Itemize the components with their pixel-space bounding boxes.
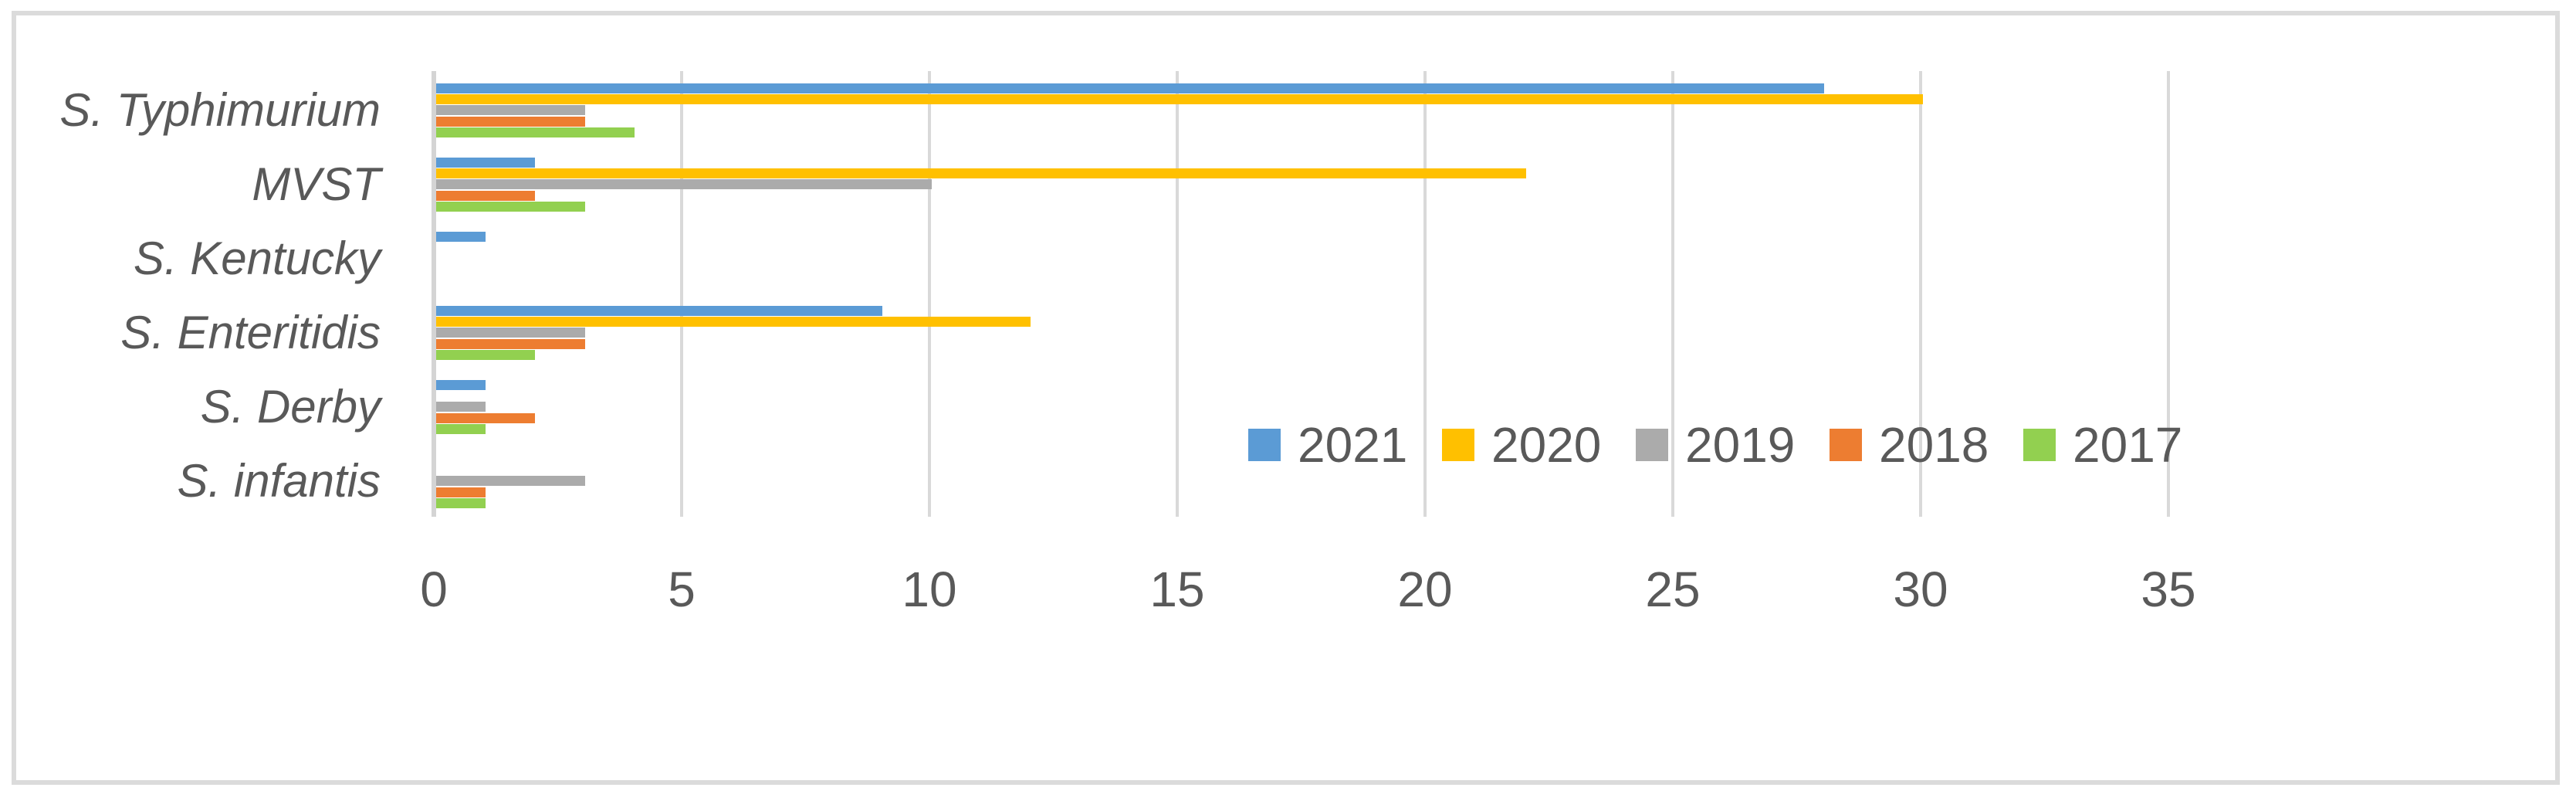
bar-2021-s-typhimurium <box>436 83 1824 93</box>
bar-2017-mvst <box>436 202 585 212</box>
category-label-s-infantis: S. infantis <box>177 455 381 507</box>
chart-frame <box>12 11 2560 785</box>
legend-entry-2017: 2017 <box>2023 417 2183 473</box>
bar-2017-s-infantis <box>436 498 486 508</box>
gridline-x-5 <box>680 71 683 517</box>
legend-entry-2021: 2021 <box>1248 417 1408 473</box>
tick-label-30: 30 <box>1893 562 1948 617</box>
legend-label-2019: 2019 <box>1685 417 1796 473</box>
category-label-s-enteritidis: S. Enteritidis <box>120 307 381 358</box>
legend-swatch-2017 <box>2023 429 2056 461</box>
legend-label-2017: 2017 <box>2073 417 2183 473</box>
bar-2018-s-derby <box>436 413 535 423</box>
legend-label-2021: 2021 <box>1298 417 1408 473</box>
category-label-s-kentucky: S. Kentucky <box>133 232 381 284</box>
bar-2021-mvst <box>436 158 535 168</box>
legend-entry-2020: 2020 <box>1442 417 1602 473</box>
tick-label-20: 20 <box>1397 562 1453 617</box>
bar-2019-mvst <box>436 179 932 189</box>
category-label-mvst: MVST <box>252 158 381 210</box>
bar-2021-s-kentucky <box>436 232 486 242</box>
legend-entry-2019: 2019 <box>1636 417 1796 473</box>
gridline-x-10 <box>928 71 931 517</box>
legend-swatch-2021 <box>1248 429 1281 461</box>
gridline-x-20 <box>1423 71 1427 517</box>
bar-2017-s-typhimurium <box>436 127 635 137</box>
tick-label-15: 15 <box>1149 562 1205 617</box>
tick-label-5: 5 <box>668 562 696 617</box>
legend-swatch-2020 <box>1442 429 1474 461</box>
bar-2020-s-enteritidis <box>436 317 1031 327</box>
bar-2019-s-enteritidis <box>436 328 585 338</box>
tick-label-10: 10 <box>902 562 957 617</box>
bar-2018-s-enteritidis <box>436 339 585 349</box>
tick-label-25: 25 <box>1645 562 1701 617</box>
tick-label-0: 0 <box>420 562 448 617</box>
legend-label-2020: 2020 <box>1491 417 1602 473</box>
bar-2020-mvst <box>436 168 1526 178</box>
legend-entry-2018: 2018 <box>1830 417 1989 473</box>
bar-2018-s-typhimurium <box>436 117 585 127</box>
legend-label-2018: 2018 <box>1879 417 1989 473</box>
gridline-x-35 <box>2167 71 2170 517</box>
bar-2019-s-derby <box>436 402 486 412</box>
category-label-s-derby: S. Derby <box>200 381 381 433</box>
gridline-x-25 <box>1671 71 1674 517</box>
bar-2017-s-enteritidis <box>436 350 535 360</box>
legend-swatch-2018 <box>1830 429 1862 461</box>
gridline-x-15 <box>1176 71 1179 517</box>
gridline-x-30 <box>1919 71 1922 517</box>
bar-2020-s-typhimurium <box>436 94 1923 104</box>
category-axis-line <box>432 71 436 517</box>
bar-2017-s-derby <box>436 424 486 434</box>
bar-2018-s-infantis <box>436 487 486 497</box>
legend-swatch-2019 <box>1636 429 1668 461</box>
bar-2021-s-derby <box>436 380 486 390</box>
bar-2019-s-infantis <box>436 476 585 486</box>
tick-label-35: 35 <box>2141 562 2196 617</box>
bar-2021-s-enteritidis <box>436 306 882 316</box>
bar-2018-mvst <box>436 191 535 201</box>
bar-2019-s-typhimurium <box>436 105 585 115</box>
category-label-s-typhimurium: S. Typhimurium <box>59 84 381 136</box>
